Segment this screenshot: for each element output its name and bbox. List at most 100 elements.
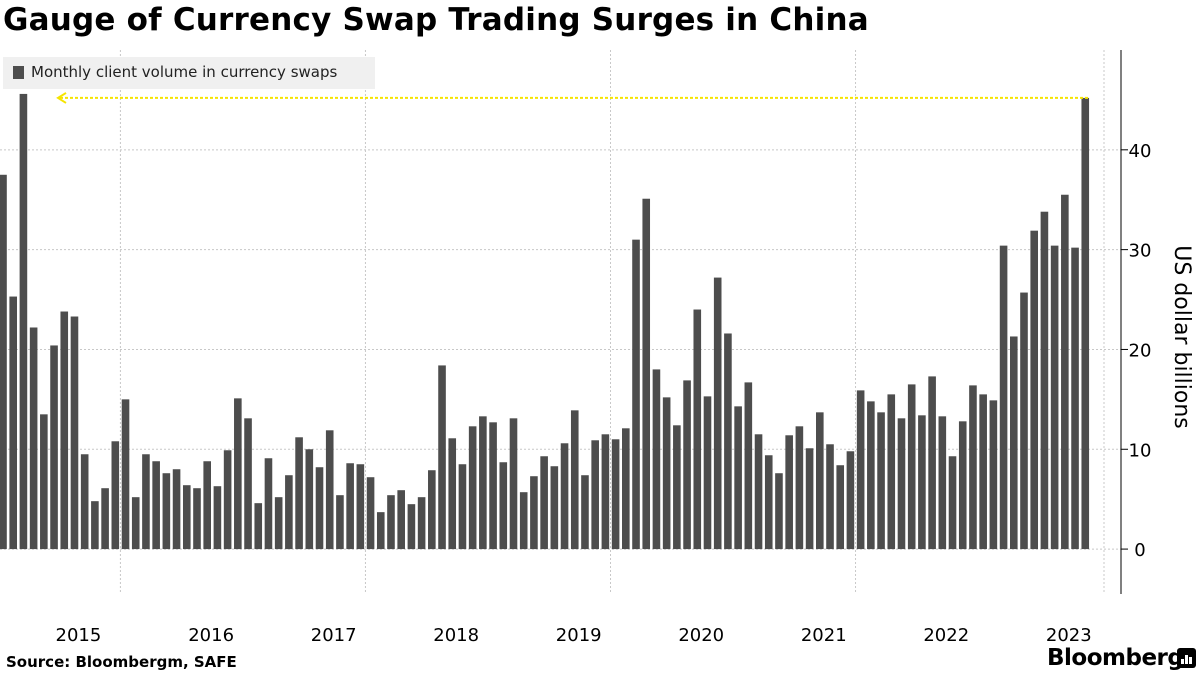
bar bbox=[907, 384, 916, 550]
source-note: Source: Bloombergm, SAFE bbox=[6, 653, 237, 671]
bars bbox=[0, 93, 1090, 550]
bar bbox=[856, 390, 865, 550]
bar bbox=[928, 376, 936, 550]
bar bbox=[336, 495, 344, 550]
bar bbox=[264, 458, 273, 550]
bar bbox=[581, 475, 589, 550]
bar bbox=[734, 406, 742, 550]
bar bbox=[703, 396, 712, 550]
bar bbox=[744, 382, 753, 550]
bar bbox=[182, 485, 191, 550]
x-tick-label: 2018 bbox=[433, 625, 479, 646]
bar bbox=[1040, 211, 1049, 550]
bar bbox=[938, 416, 947, 550]
legend: Monthly client volume in currency swaps bbox=[3, 57, 375, 89]
bar bbox=[162, 473, 171, 550]
bar bbox=[887, 394, 896, 550]
bar bbox=[376, 512, 385, 550]
bar bbox=[805, 448, 814, 550]
bar bbox=[724, 333, 732, 550]
axes bbox=[1120, 50, 1128, 594]
x-tick-label: 2023 bbox=[1046, 625, 1092, 646]
bar bbox=[846, 451, 855, 550]
bar bbox=[223, 450, 232, 550]
bar bbox=[601, 434, 610, 550]
bar bbox=[274, 497, 283, 550]
bar bbox=[989, 400, 998, 550]
bar bbox=[111, 441, 120, 550]
bar bbox=[499, 462, 508, 550]
legend-swatch bbox=[13, 66, 24, 79]
bar bbox=[29, 327, 38, 550]
bar bbox=[448, 438, 457, 550]
bar bbox=[172, 469, 181, 550]
bar bbox=[407, 504, 416, 550]
bar bbox=[101, 488, 109, 550]
bar bbox=[591, 440, 599, 550]
bar bbox=[366, 477, 375, 550]
bar bbox=[999, 245, 1008, 550]
bar bbox=[570, 410, 579, 550]
axis-labels: US dollar billions 0 10 20 30 40 2015 2016 2017… bbox=[56, 141, 1194, 646]
bar bbox=[867, 401, 875, 550]
bar bbox=[560, 443, 569, 550]
bar bbox=[683, 380, 691, 550]
bar bbox=[417, 497, 426, 550]
bar bbox=[673, 425, 681, 550]
bar bbox=[632, 239, 640, 550]
bar bbox=[540, 456, 548, 550]
bar bbox=[713, 277, 722, 550]
y-tick-label: 20 bbox=[1129, 340, 1152, 361]
bar bbox=[60, 311, 69, 550]
bar bbox=[1030, 230, 1039, 550]
bar bbox=[325, 430, 334, 550]
bar bbox=[969, 385, 977, 550]
bloomberg-terminal-icon bbox=[1177, 648, 1196, 668]
bar bbox=[458, 464, 467, 550]
bar bbox=[0, 174, 7, 550]
bar bbox=[254, 503, 263, 550]
bar bbox=[295, 437, 303, 550]
y-tick-label: 30 bbox=[1129, 241, 1152, 262]
bar bbox=[948, 456, 957, 550]
legend-label: Monthly client volume in currency swaps bbox=[31, 63, 338, 81]
bar bbox=[519, 492, 528, 550]
bar bbox=[387, 495, 395, 550]
bar bbox=[1009, 336, 1018, 550]
bar bbox=[785, 435, 793, 550]
bar bbox=[285, 475, 293, 550]
reference-arrow-icon bbox=[56, 92, 67, 104]
bar bbox=[764, 455, 773, 550]
bar bbox=[509, 418, 518, 550]
bar bbox=[428, 470, 436, 550]
bar bbox=[152, 461, 160, 550]
bar bbox=[234, 398, 242, 550]
bar bbox=[622, 428, 630, 550]
bar bbox=[70, 316, 79, 550]
bar bbox=[979, 394, 987, 550]
bar bbox=[836, 465, 845, 550]
x-tick-label: 2016 bbox=[188, 625, 234, 646]
bar bbox=[816, 412, 824, 550]
bar bbox=[550, 466, 559, 550]
bar bbox=[897, 418, 906, 550]
bar bbox=[19, 93, 28, 550]
y-tick-label: 0 bbox=[1134, 540, 1145, 561]
bar bbox=[468, 426, 477, 550]
x-tick-label: 2019 bbox=[556, 625, 602, 646]
bar bbox=[356, 464, 365, 550]
x-tick-label: 2022 bbox=[923, 625, 969, 646]
bar bbox=[203, 461, 211, 550]
bar bbox=[9, 296, 18, 550]
bar bbox=[131, 497, 140, 550]
bar bbox=[530, 476, 538, 550]
bar bbox=[826, 444, 834, 550]
bar bbox=[693, 309, 702, 550]
y-axis-title: US dollar billions bbox=[1169, 245, 1194, 429]
bar bbox=[1050, 245, 1059, 550]
bar bbox=[80, 454, 89, 550]
bar bbox=[50, 345, 58, 550]
bar bbox=[662, 397, 671, 550]
bar bbox=[479, 416, 487, 550]
